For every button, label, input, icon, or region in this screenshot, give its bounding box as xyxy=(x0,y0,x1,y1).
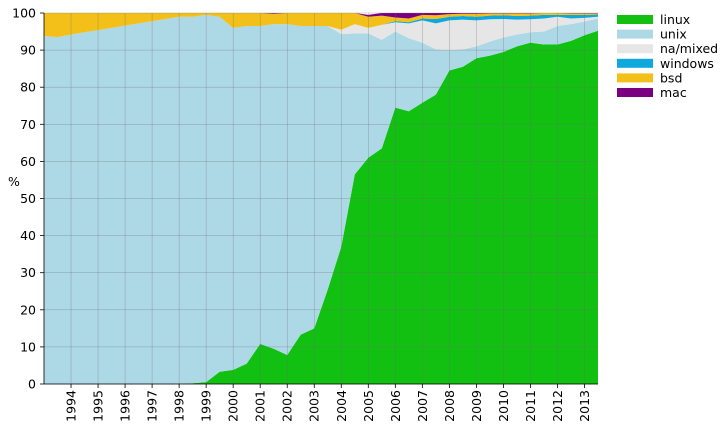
area-na-mixed xyxy=(44,14,598,51)
y-tick-label-20: 20 xyxy=(20,302,36,317)
x-tick-label-2013: 2013 xyxy=(577,390,592,422)
x-tick-label-2009: 2009 xyxy=(469,390,484,422)
y-tick-label-60: 60 xyxy=(20,154,36,169)
legend-swatch-unix xyxy=(617,29,653,39)
y-tick-label-100: 100 xyxy=(12,6,36,21)
x-tick-label-2006: 2006 xyxy=(388,390,403,422)
grid-lines xyxy=(44,12,598,385)
x-tick-label-2004: 2004 xyxy=(334,390,349,422)
y-tick-label-10: 10 xyxy=(20,339,36,354)
y-tick-label-30: 30 xyxy=(20,265,36,280)
y-tick-label-80: 80 xyxy=(20,80,36,95)
legend-label-bsd: bsd xyxy=(660,70,682,85)
x-tick-label-1994: 1994 xyxy=(64,390,79,422)
x-tick-label-2011: 2011 xyxy=(523,390,538,422)
x-tick-label-2002: 2002 xyxy=(280,390,295,422)
series-areas xyxy=(44,13,598,385)
area-unix xyxy=(44,14,598,385)
area-windows xyxy=(44,14,598,38)
legend-label-windows: windows xyxy=(660,56,714,71)
x-tick-label-1999: 1999 xyxy=(199,390,214,422)
x-tick-label-2005: 2005 xyxy=(361,390,376,422)
x-tick-label-2008: 2008 xyxy=(442,390,457,422)
x-tick-label-1997: 1997 xyxy=(145,390,160,422)
area-bsd xyxy=(44,13,598,38)
x-tick-label-2010: 2010 xyxy=(496,390,511,422)
x-tick-label-1996: 1996 xyxy=(118,390,133,422)
axes: 0 10 20 30 40 50 60 70 80 90 100 1994 1995 1996 1997 19… xyxy=(12,6,598,422)
x-tick-label-1995: 1995 xyxy=(91,390,106,422)
x-tick-label-1998: 1998 xyxy=(172,390,187,422)
legend-swatch-windows xyxy=(617,58,653,68)
legend-label-mac: mac xyxy=(660,85,687,100)
legend-label-unix: unix xyxy=(660,27,687,42)
x-tick-label-2007: 2007 xyxy=(415,390,430,422)
y-tick-label-90: 90 xyxy=(20,43,36,58)
y-tick-label-70: 70 xyxy=(20,117,36,132)
x-tick-label-2003: 2003 xyxy=(307,390,322,422)
area-linux xyxy=(44,30,598,385)
x-tick-label-2000: 2000 xyxy=(226,390,241,422)
legend-swatch-na-mixed xyxy=(617,44,653,54)
y-axis-label: % xyxy=(8,174,20,189)
legend-label-na-mixed: na/mixed xyxy=(660,41,718,56)
x-tick-label-2001: 2001 xyxy=(253,390,268,422)
legend-label-linux: linux xyxy=(660,12,690,27)
y-tick-label-0: 0 xyxy=(28,377,36,392)
legend-swatch-bsd xyxy=(617,73,653,83)
y-tick-label-50: 50 xyxy=(20,191,36,206)
y-tick-label-40: 40 xyxy=(20,228,36,243)
legend-swatch-mac xyxy=(617,88,653,97)
x-tick-label-2012: 2012 xyxy=(550,390,565,422)
legend-swatch-linux xyxy=(617,15,653,24)
